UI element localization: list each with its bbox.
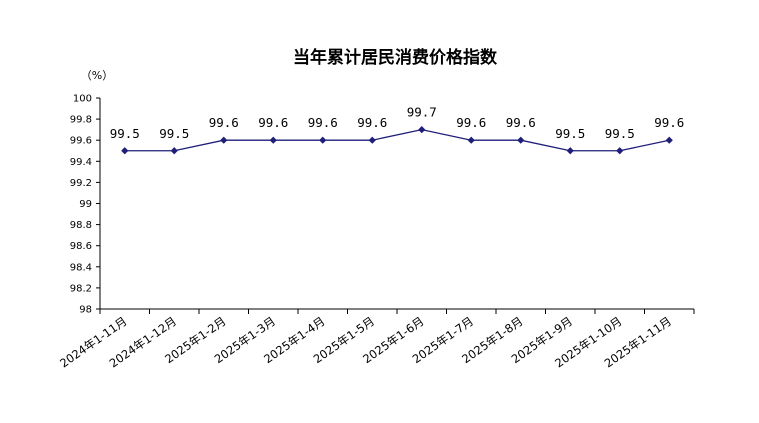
data-point-marker [418, 126, 426, 134]
data-point-marker [220, 136, 228, 144]
data-point-marker [467, 136, 475, 144]
data-point-marker [269, 136, 277, 144]
x-axis-ticks: 2024年1-11月2024年1-12月2025年1-2月2025年1-3月20… [57, 309, 695, 370]
data-label: 99.6 [506, 115, 536, 130]
data-label: 99.6 [654, 115, 684, 130]
data-point-marker [170, 147, 178, 155]
y-tick-label: 99.8 [70, 115, 92, 126]
y-tick-label: 99.4 [70, 157, 92, 168]
data-point-marker [368, 136, 376, 144]
y-unit-label: （%） [81, 69, 113, 82]
data-label: 99.5 [605, 126, 635, 141]
data-label: 99.5 [555, 126, 585, 141]
data-point-marker [665, 136, 673, 144]
data-label: 99.6 [357, 115, 387, 130]
data-label: 99.6 [456, 115, 486, 130]
data-point-marker [517, 136, 525, 144]
data-point-marker [616, 147, 624, 155]
data-point-marker [319, 136, 327, 144]
y-tick-label: 98.2 [70, 283, 92, 294]
data-label: 99.5 [159, 126, 189, 141]
chart-title: 当年累计居民消费价格指数 [293, 47, 498, 68]
y-tick-label: 99.6 [70, 136, 92, 147]
y-axis-ticks: 98 98.2 98.4 98.6 98.8 99 99.2 99.4 99.6 99.8 100 [70, 94, 100, 316]
y-tick-label: 100 [73, 94, 92, 105]
data-label: 99.6 [308, 115, 338, 130]
y-tick-label: 99 [79, 199, 92, 210]
data-point-marker [566, 147, 574, 155]
y-tick-label: 98.6 [70, 241, 92, 252]
data-label: 99.7 [407, 105, 437, 120]
series-layer: 99.5 99.5 99.6 99.6 99.6 99.6 99.7 99.6 99.6 99.5… [110, 105, 684, 155]
y-tick-label: 98.8 [70, 220, 92, 231]
y-tick-label: 98.4 [70, 262, 92, 273]
data-point-marker [121, 147, 129, 155]
data-label: 99.6 [209, 115, 239, 130]
series-line [124, 128, 670, 152]
data-label: 99.5 [110, 126, 140, 141]
data-label: 99.6 [258, 115, 288, 130]
y-tick-label: 99.2 [70, 178, 92, 189]
y-tick-label: 98 [79, 305, 92, 316]
